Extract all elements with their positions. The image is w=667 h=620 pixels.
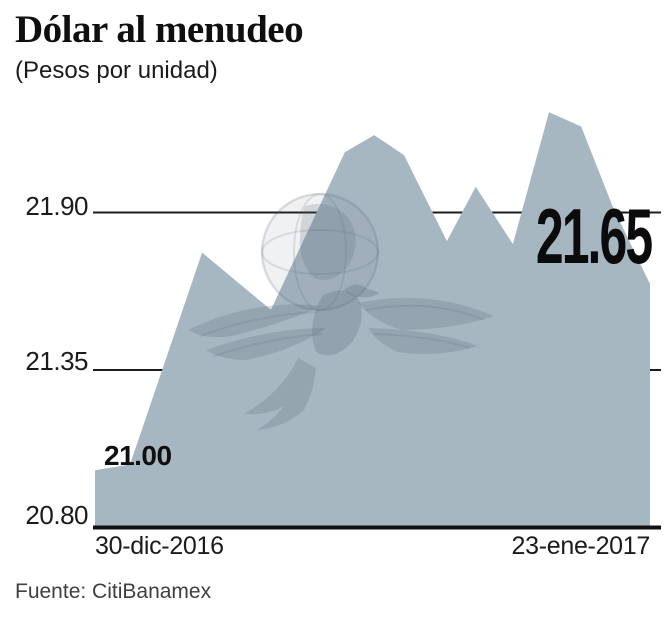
x-axis-start-date: 30-dic-2016 — [95, 532, 224, 560]
chart-title: Dólar al menudeo — [15, 8, 304, 51]
x-axis-end-date: 23-ene-2017 — [511, 532, 651, 560]
y-tick-20-80: 20.80 — [25, 500, 88, 530]
source-credit: Fuente: CitiBanamex — [15, 580, 212, 603]
end-value-text: 21.65 — [535, 192, 653, 280]
start-value-label: 21.00 — [104, 440, 172, 471]
exchange-rate-area — [95, 112, 650, 528]
chart-subtitle: (Pesos por unidad) — [15, 57, 218, 84]
y-tick-21-35: 21.35 — [25, 346, 88, 376]
y-tick-21-90: 21.90 — [25, 191, 88, 221]
end-value-label: 21.65 — [471, 192, 653, 280]
eagle-globe-watermark-icon — [188, 192, 494, 430]
area-series — [95, 112, 650, 528]
